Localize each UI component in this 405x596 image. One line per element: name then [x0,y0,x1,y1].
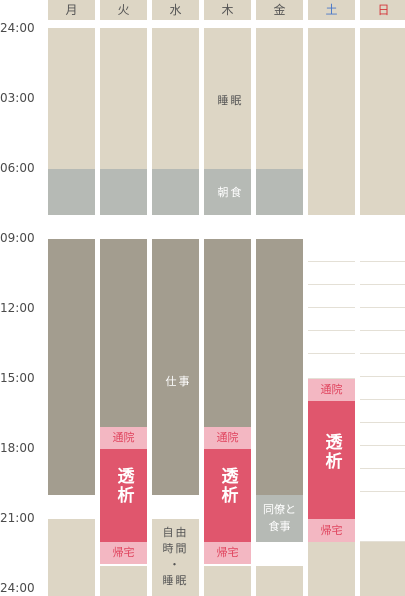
sleep-block-tue [100,28,147,169]
free-slot-sat-1330 [308,308,355,331]
day-header-sat: 土 [308,0,355,20]
free-slot-sun-late [360,492,405,542]
free-slot-sun-1630 [360,354,405,377]
breakfast-block-fri [256,169,303,215]
free-slot-sat-1030 [308,262,355,285]
breakfast-label: 朝食 [217,186,244,199]
return-home-block-thu: 帰宅 [204,542,251,564]
time-label-0000: 24:00 [0,21,35,35]
work-block-fri [256,239,303,495]
day-header-fri: 金 [256,0,303,20]
free-slot-sat-1200 [308,285,355,308]
time-label-1500: 15:00 [0,371,35,385]
free-slot-sat-0900 [308,239,355,262]
day-header-sun: 日 [360,0,405,20]
hospital-visit-block-thu: 通院 [204,427,251,449]
dialysis-block-thu: 透析 [204,449,251,542]
time-label-0900: 09:00 [0,231,35,245]
time-label-2400-end: 24:00 [0,581,35,595]
dialysis-block-sat: 透析 [308,401,355,519]
day-header-wed: 水 [152,0,199,20]
free-slot-sun-2230 [360,446,405,469]
sleep-block-mon [48,28,95,169]
free-slot-sat-1630 [308,354,355,379]
return-home-block-tue: 帰宅 [100,542,147,564]
breakfast-block-mon [48,169,95,215]
sleep-evening-sat [308,542,355,596]
breakfast-block-wed [152,169,199,215]
day-header-mon: 月 [48,0,95,20]
sleep-block-thu [204,28,251,169]
hospital-visit-block-sat: 通院 [308,379,355,401]
hospital-visit-block-tue: 通院 [100,427,147,449]
sleep-evening-tue [100,566,147,596]
sleep-block-fri [256,28,303,169]
free-slot-sun-1330 [360,308,405,331]
breakfast-block-thu [204,169,251,215]
sleep-label: 睡眠 [217,94,244,107]
free-slot-sun-1800 [360,377,405,400]
dialysis-label-sat: 透析 [321,433,342,471]
free-slot-sun-1930 [360,400,405,423]
free-slot-sat-1500 [308,331,355,354]
day-header-tue: 火 [100,0,147,20]
work-block-mon [48,239,95,495]
return-home-block-sat: 帰宅 [308,519,355,542]
sleep-evening-sun [360,542,405,596]
free-slot-sun-1500 [360,331,405,354]
free-slot-sun-0900 [360,239,405,262]
sleep-block-wed [152,28,199,169]
breakfast-block-tue [100,169,147,215]
dialysis-label-tue: 透析 [113,467,134,505]
free-slot-sun-1200 [360,285,405,308]
sleep-evening-mon [48,519,95,596]
time-label-1200: 12:00 [0,301,35,315]
free-slot-sun-1030 [360,262,405,285]
time-label-0300: 03:00 [0,91,35,105]
dinner-with-colleagues-block-fri: 同僚と 食事 [256,495,303,542]
work-block-tue [100,239,147,427]
work-block-wed [152,239,199,495]
work-block-thu [204,239,251,427]
free-slot-sun-2100 [360,423,405,446]
free-time-block-wed: 自由 時間 ・ 睡眠 [152,519,199,596]
time-label-0600: 06:00 [0,161,35,175]
sleep-block-sun [360,28,405,215]
day-header-thu: 木 [204,0,251,20]
sleep-evening-fri [256,566,303,596]
dialysis-block-tue: 透析 [100,449,147,542]
sleep-evening-thu [204,566,251,596]
sleep-block-sat [308,28,355,215]
time-label-2100: 21:00 [0,511,35,525]
free-slot-sun-2400 [360,469,405,492]
time-label-1800: 18:00 [0,441,35,455]
work-label: 仕事 [165,375,192,388]
dialysis-label-thu: 透析 [217,467,238,505]
